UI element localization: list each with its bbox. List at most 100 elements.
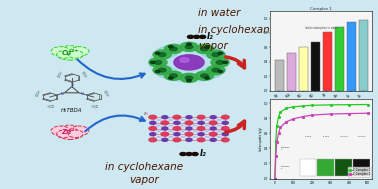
C Complex 2 (278, 126, 283, 128)
Circle shape (161, 121, 169, 125)
Bar (347, 22, 356, 91)
Circle shape (209, 132, 217, 136)
Circle shape (185, 132, 193, 136)
Circle shape (223, 61, 228, 64)
Text: COOH: COOH (90, 102, 98, 106)
Circle shape (200, 35, 206, 38)
Bar (311, 42, 320, 91)
Circle shape (169, 46, 173, 48)
Circle shape (222, 121, 228, 124)
Text: in cyclohexane: in cyclohexane (198, 25, 277, 35)
Circle shape (222, 115, 229, 119)
Text: N: N (61, 91, 63, 96)
Text: COOH: COOH (102, 90, 109, 98)
Title: Complex 1: Complex 1 (310, 7, 332, 11)
Circle shape (170, 74, 177, 78)
Text: Cu²⁺: Cu²⁺ (62, 50, 78, 56)
Circle shape (210, 138, 216, 141)
C Complex 1 (273, 177, 277, 180)
Circle shape (149, 43, 229, 82)
Circle shape (207, 66, 225, 75)
Circle shape (205, 77, 209, 79)
Circle shape (174, 133, 180, 136)
Circle shape (158, 53, 166, 57)
Circle shape (68, 130, 83, 138)
Circle shape (158, 68, 166, 72)
Circle shape (180, 73, 198, 82)
Circle shape (222, 127, 229, 130)
Circle shape (56, 46, 84, 60)
Circle shape (222, 138, 229, 142)
Circle shape (185, 76, 193, 80)
C Complex 1 (276, 115, 281, 118)
Legend: C Complex 1, C Complex 2: C Complex 1, C Complex 2 (348, 167, 371, 177)
Circle shape (200, 46, 221, 57)
Bar (275, 60, 284, 91)
Circle shape (218, 52, 223, 54)
Text: Zn: Zn (144, 112, 148, 116)
C Complex 1 (291, 106, 296, 108)
Circle shape (212, 53, 220, 57)
Bar (335, 27, 344, 91)
Circle shape (169, 77, 173, 79)
Circle shape (157, 68, 178, 78)
C Complex 2 (310, 114, 314, 116)
Circle shape (198, 133, 204, 136)
Circle shape (187, 43, 191, 45)
Circle shape (70, 47, 89, 56)
Circle shape (173, 115, 181, 119)
Circle shape (150, 121, 156, 124)
C Complex 2 (274, 141, 279, 143)
Circle shape (162, 138, 168, 141)
Circle shape (150, 61, 155, 64)
Circle shape (185, 45, 193, 49)
Circle shape (164, 71, 183, 80)
Circle shape (186, 138, 192, 141)
Text: COOH: COOH (35, 90, 42, 98)
Text: COOH: COOH (57, 70, 64, 79)
Text: in water: in water (198, 8, 241, 18)
C Complex 1 (278, 111, 283, 113)
Line: C Complex 2: C Complex 2 (274, 112, 369, 179)
Circle shape (197, 127, 205, 130)
Text: Zn²⁺: Zn²⁺ (62, 129, 78, 135)
Circle shape (161, 132, 169, 136)
Circle shape (154, 60, 162, 64)
Text: vapor: vapor (129, 176, 158, 185)
C Complex 2 (276, 132, 281, 134)
Text: I₂: I₂ (200, 149, 206, 158)
C Complex 2 (347, 112, 352, 115)
Circle shape (186, 116, 192, 119)
Bar (287, 53, 296, 91)
Circle shape (57, 51, 72, 58)
Circle shape (149, 58, 167, 67)
Circle shape (186, 153, 192, 156)
Circle shape (157, 46, 178, 57)
C Complex 2 (274, 155, 278, 157)
Circle shape (162, 127, 168, 130)
C Complex 2 (284, 121, 288, 123)
Circle shape (212, 68, 220, 72)
Text: COOH: COOH (46, 102, 54, 106)
Circle shape (216, 60, 224, 64)
Circle shape (180, 58, 189, 62)
Text: H₅TBDA: H₅TBDA (61, 108, 82, 113)
C Complex 2 (328, 113, 333, 115)
Y-axis label: Iodine uptake (g/g): Iodine uptake (g/g) (259, 127, 263, 151)
Circle shape (149, 138, 156, 142)
Circle shape (197, 115, 205, 119)
Circle shape (153, 66, 171, 75)
Circle shape (162, 116, 168, 119)
Circle shape (70, 126, 89, 136)
C Complex 1 (366, 103, 370, 106)
Text: N: N (81, 91, 83, 96)
Circle shape (218, 70, 223, 73)
Circle shape (195, 71, 214, 80)
Circle shape (210, 127, 216, 130)
Circle shape (68, 51, 83, 58)
Circle shape (174, 121, 180, 124)
Circle shape (211, 58, 229, 67)
C Complex 1 (328, 104, 333, 106)
Circle shape (155, 52, 160, 54)
Circle shape (200, 68, 221, 78)
